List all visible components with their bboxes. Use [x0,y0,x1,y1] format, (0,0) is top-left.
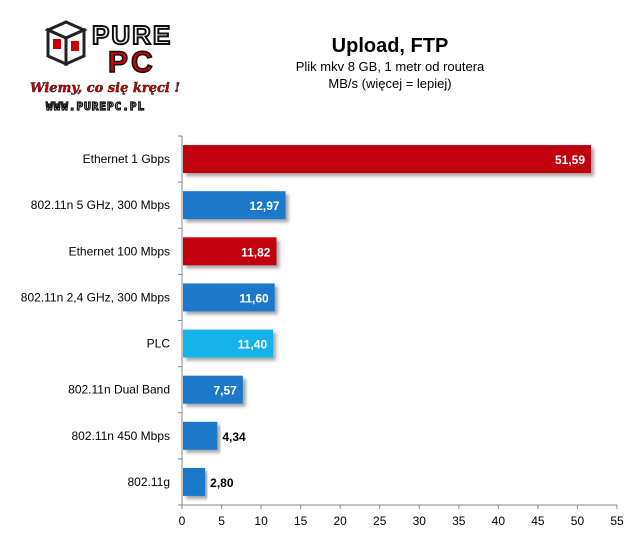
x-tick-label: 40 [492,514,506,528]
bar [183,421,218,450]
logo-slogan: Wiemy, co się kręci ! [30,81,180,96]
purepc-logo: PURE PC Wiemy, co się kręci ! WWW.PUREPC… [22,8,202,116]
data-label: 12,97 [250,199,280,213]
data-label: 4,34 [222,430,246,444]
chart-header: Upload, FTP Plik mkv 8 GB, 1 metr od rou… [215,34,565,92]
bar [183,191,286,220]
data-label: 11,40 [238,338,268,352]
category-label: 802.11n Dual Band [68,383,170,397]
x-tick-label: 15 [294,514,308,528]
bar [183,283,275,312]
bar [183,467,206,496]
logo-url: WWW.PUREPC.PL [46,100,145,113]
category-label: PLC [147,337,171,351]
x-tick-label: 5 [218,514,225,528]
x-tick-label: 0 [179,514,186,528]
x-tick-label: 25 [373,514,387,528]
category-label: 802.11n 450 Mbps [71,429,170,443]
bar [183,375,243,404]
bar [183,145,592,174]
category-label: 802.11n 2,4 GHz, 300 Mbps [21,290,170,304]
category-label: Ethernet 100 Mbps [69,244,170,258]
data-label: 11,60 [239,291,269,305]
logo-brand-pc: PC [108,46,156,79]
cube-logo-icon [44,20,88,67]
bar [183,329,274,358]
x-tick-label: 55 [610,514,624,528]
chart-unit-note: MB/s (więcej = lepiej) [328,76,452,91]
x-tick-label: 50 [571,514,585,528]
bar [183,237,277,266]
x-tick-label: 20 [334,514,348,528]
data-label: 7,57 [214,384,238,398]
category-label: Ethernet 1 Gbps [83,152,170,166]
data-label: 51,59 [555,153,585,167]
x-tick-label: 10 [254,514,268,528]
category-label: 802.11n 5 GHz, 300 Mbps [31,198,170,212]
x-tick-label: 35 [452,514,466,528]
x-tick-label: 45 [531,514,545,528]
logo-brand-top: PURE [92,20,172,50]
data-label: 11,82 [241,245,271,259]
category-label: 802.11g [128,475,171,489]
x-tick-label: 30 [413,514,427,528]
data-label: 2,80 [210,476,234,490]
chart-title: Upload, FTP [331,35,449,57]
chart-subtitle: Plik mkv 8 GB, 1 metr od routera [295,59,485,74]
